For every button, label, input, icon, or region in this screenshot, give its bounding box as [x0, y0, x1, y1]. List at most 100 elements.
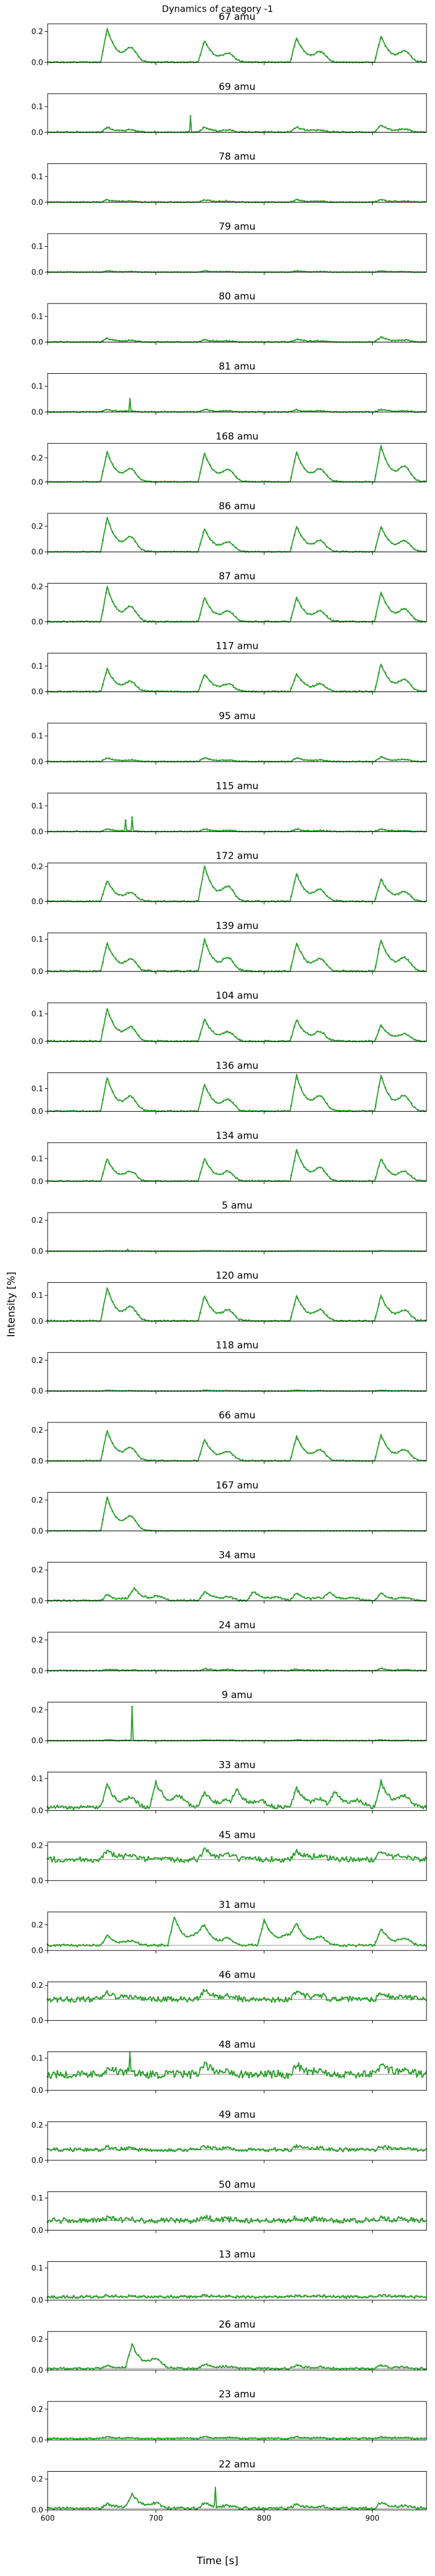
- data-point: [323, 684, 325, 686]
- data-point: [312, 1097, 315, 1100]
- data-point: [391, 2220, 393, 2223]
- data-point: [137, 1941, 140, 1944]
- y-tick-label: 0.0: [31, 2017, 43, 2025]
- data-point: [319, 409, 322, 412]
- data-point: [355, 2076, 357, 2079]
- data-point: [137, 2354, 140, 2357]
- data-point: [202, 1087, 205, 1089]
- data-point: [387, 2294, 390, 2296]
- data-point: [105, 1739, 107, 1741]
- data-point: [316, 2219, 318, 2222]
- data-point: [368, 1999, 370, 2001]
- data-point: [300, 462, 302, 464]
- data-point: [352, 1597, 354, 1599]
- data-point: [316, 1936, 318, 1938]
- data-point: [196, 2438, 198, 2440]
- data-point: [290, 58, 292, 60]
- data-point: [319, 539, 322, 542]
- data-point: [202, 2066, 205, 2068]
- data-point: [229, 340, 231, 342]
- y-tick-label: 0.2: [31, 583, 43, 592]
- data-point: [144, 2222, 146, 2224]
- data-point: [60, 1110, 62, 1112]
- data-point: [209, 2364, 211, 2367]
- data-point: [378, 2436, 380, 2439]
- data-point: [267, 1040, 269, 1042]
- data-point: [176, 1924, 179, 1926]
- data-point: [339, 2296, 341, 2299]
- data-point: [176, 969, 179, 972]
- data-point: [147, 690, 150, 692]
- data-point: [316, 409, 318, 412]
- data-point: [128, 1306, 130, 1308]
- data-point: [241, 620, 244, 622]
- data-point: [374, 1941, 377, 1943]
- data-point: [173, 2076, 175, 2078]
- data-point: [102, 893, 104, 896]
- data-point: [297, 1669, 299, 1671]
- data-point: [342, 969, 344, 972]
- data-point: [115, 892, 117, 894]
- data-point: [202, 600, 205, 602]
- data-point: [391, 542, 393, 544]
- axes-frame: [47, 2401, 427, 2440]
- data-point: [319, 958, 322, 960]
- data-point: [312, 2367, 315, 2369]
- data-point: [73, 2295, 75, 2297]
- data-point: [180, 2437, 182, 2439]
- data-point: [147, 900, 150, 902]
- data-point: [358, 2075, 361, 2077]
- data-point: [56, 61, 58, 63]
- data-point: [297, 199, 299, 201]
- panel-title: 23 amu: [219, 2389, 256, 2400]
- data-point: [180, 1929, 182, 1932]
- data-point: [199, 471, 201, 474]
- data-point: [124, 2149, 126, 2151]
- data-point: [394, 2073, 396, 2075]
- data-point: [235, 1036, 237, 1038]
- data-point: [199, 54, 201, 56]
- data-point: [163, 1180, 166, 1182]
- panel-title: 80 amu: [219, 291, 256, 302]
- data-point: [323, 1032, 325, 1034]
- panel-title: 31 amu: [219, 1899, 256, 1911]
- data-point: [332, 1108, 335, 1110]
- data-point: [267, 2296, 269, 2298]
- data-point: [216, 1033, 218, 1036]
- data-point: [290, 547, 292, 549]
- data-point: [358, 2507, 361, 2509]
- data-point: [397, 959, 400, 961]
- data-point: [108, 1502, 111, 1505]
- data-point: [102, 2436, 104, 2439]
- data-point: [387, 2216, 390, 2219]
- data-point: [95, 2437, 98, 2439]
- data-point: [407, 1855, 409, 1857]
- data-point: [297, 2364, 299, 2367]
- data-point: [141, 479, 143, 481]
- data-point: [423, 2437, 425, 2439]
- data-point: [134, 961, 137, 964]
- data-point: [410, 963, 412, 965]
- data-point: [108, 1249, 111, 1252]
- y-tick-label: 0.0: [31, 618, 43, 627]
- data-point: [131, 1705, 133, 1708]
- data-point: [186, 2296, 188, 2299]
- data-point: [284, 1739, 286, 1742]
- data-point: [284, 411, 286, 413]
- data-point: [131, 1939, 133, 1942]
- data-point: [297, 2146, 299, 2148]
- data-point: [212, 1309, 214, 1312]
- data-point: [290, 1456, 292, 1458]
- data-point: [111, 41, 114, 44]
- data-point: [199, 613, 201, 615]
- data-point: [332, 2149, 335, 2151]
- data-point: [115, 1598, 117, 1601]
- data-point: [79, 1856, 81, 1859]
- data-point: [413, 1038, 416, 1041]
- data-point: [384, 337, 387, 340]
- data-point: [144, 480, 146, 482]
- data-point: [229, 2294, 231, 2297]
- data-point: [75, 1945, 78, 1948]
- data-point: [413, 618, 416, 620]
